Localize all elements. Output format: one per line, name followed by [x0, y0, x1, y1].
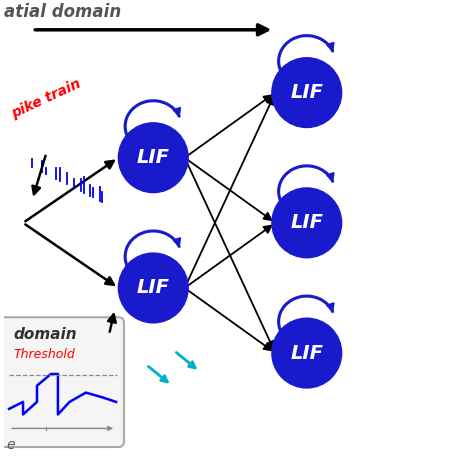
Circle shape	[272, 318, 342, 388]
Text: atial domain: atial domain	[4, 2, 122, 20]
Text: pike train: pike train	[9, 77, 83, 121]
Circle shape	[272, 188, 342, 258]
Circle shape	[118, 123, 188, 192]
Text: LIF: LIF	[137, 148, 170, 167]
Text: LIF: LIF	[290, 344, 323, 363]
Text: LIF: LIF	[290, 83, 323, 102]
Text: LIF: LIF	[290, 213, 323, 232]
Circle shape	[118, 253, 188, 323]
Text: domain: domain	[14, 328, 77, 343]
Text: Threshold: Threshold	[14, 348, 75, 361]
Text: LIF: LIF	[137, 278, 170, 298]
Circle shape	[272, 58, 342, 128]
FancyBboxPatch shape	[0, 317, 124, 447]
Text: e: e	[7, 438, 15, 452]
